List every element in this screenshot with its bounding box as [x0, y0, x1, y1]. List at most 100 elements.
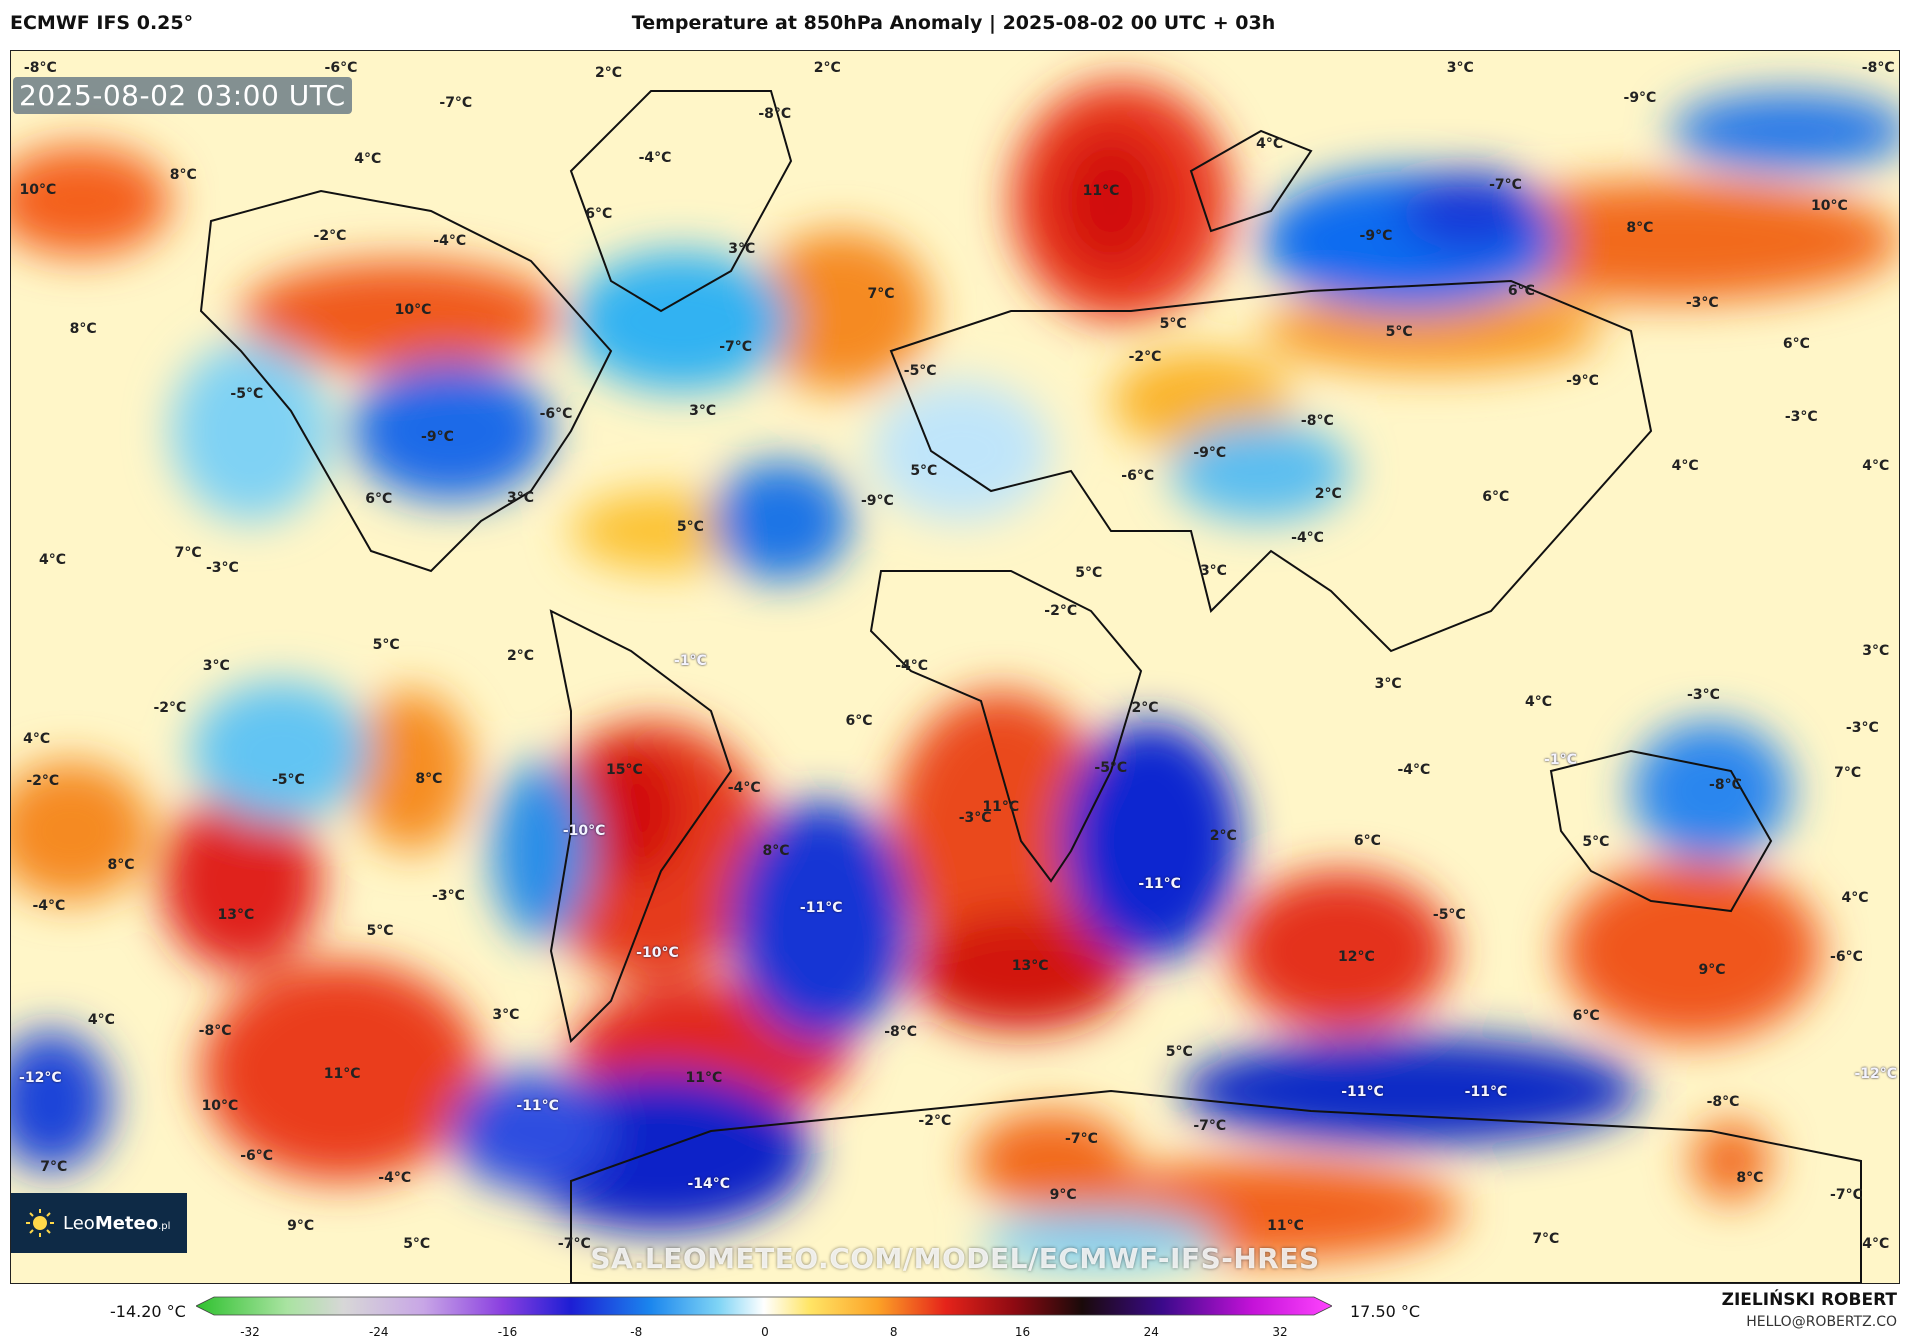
author-email[interactable]: HELLO@ROBERTZ.CO	[1746, 1314, 1897, 1330]
contour-label: -5°C	[271, 772, 305, 789]
contour-label: -4°C	[895, 657, 929, 674]
contour-label: 10°C	[394, 302, 432, 319]
contour-label: 10°C	[1810, 197, 1848, 214]
contour-label: 5°C	[1165, 1043, 1193, 1060]
contour-label: 2°C	[813, 60, 841, 77]
contour-label: 6°C	[1353, 833, 1381, 850]
contour-label: 3°C	[492, 1007, 520, 1024]
contour-label: 5°C	[403, 1236, 431, 1253]
contour-label: 6°C	[585, 206, 613, 223]
contour-label: 5°C	[1385, 324, 1413, 341]
colorbar-tick-label: -32	[240, 1325, 260, 1339]
contour-label: -3°C	[958, 809, 992, 826]
contour-label: -9°C	[860, 493, 894, 510]
contour-label: 4°C	[87, 1012, 115, 1029]
contour-label: -9°C	[1193, 444, 1227, 461]
contour-label: 4°C	[1524, 694, 1553, 711]
contour-label: -2°C	[313, 228, 347, 245]
contour-label: 6°C	[1782, 336, 1810, 353]
contour-label: 5°C	[1075, 565, 1103, 582]
contour-label: 2°C	[1314, 486, 1342, 503]
contour-label: -3°C	[1845, 719, 1879, 736]
logo-text: LeoMeteo.pl	[63, 1212, 171, 1234]
contour-label: 2°C	[1209, 828, 1237, 845]
contour-label: 12°C	[1338, 948, 1375, 965]
contour-label: -3°C	[205, 560, 239, 577]
contour-label: -2°C	[153, 700, 187, 717]
contour-label: -9°C	[421, 428, 454, 445]
contour-label: -12°C	[1854, 1065, 1898, 1082]
contour-label: 4°C	[39, 551, 67, 568]
contour-label: 11°C	[982, 799, 1020, 815]
contour-label: -5°C	[1432, 907, 1466, 924]
contour-label: 6°C	[1572, 1008, 1600, 1025]
contour-label: 8°C	[69, 320, 97, 337]
contour-label: 3°C	[1374, 676, 1402, 693]
contour-label: -14°C	[687, 1176, 731, 1193]
legend-max-value: 17.50 °C	[1350, 1302, 1421, 1321]
contour-label: 11°C	[1267, 1217, 1304, 1234]
contour-label: -3°C	[1685, 295, 1719, 311]
contour-label: 9°C	[1698, 962, 1726, 979]
contour-label: 10°C	[201, 1098, 239, 1115]
contour-label: 4°C	[1862, 1236, 1890, 1253]
contour-label: -11°C	[1341, 1083, 1384, 1100]
contour-label: 10°C	[19, 181, 57, 198]
contour-label: -4°C	[378, 1170, 412, 1187]
contour-label: 7°C	[1834, 764, 1862, 781]
contour-label: -4°C	[32, 897, 66, 914]
contour-label: -10°C	[562, 823, 606, 840]
colorbar-tick-label: -8	[630, 1325, 643, 1339]
contour-label: -7°C	[557, 1236, 591, 1253]
contour-label: -9°C	[1359, 228, 1393, 245]
contour-label: 8°C	[107, 857, 135, 874]
watermark-url: SA.LEOMETEO.COM/MODEL/ECMWF-IFS-HRES	[590, 1242, 1320, 1275]
colorbar-tick-label: -24	[368, 1325, 389, 1339]
contour-label: 8°C	[762, 842, 790, 859]
contour-label: 6°C	[1507, 282, 1535, 299]
colorbar	[196, 1296, 1332, 1316]
contour-label: -9°C	[1623, 90, 1657, 107]
contour-label: -4°C	[1397, 762, 1431, 779]
contour-label: 3°C	[1446, 60, 1474, 77]
contour-label: 4°C	[1841, 890, 1869, 907]
contour-label: -7°C	[1065, 1131, 1098, 1148]
contour-label: -7°C	[1830, 1187, 1863, 1204]
contour-label: -6°C	[1121, 467, 1155, 484]
colorbar-tick-label: 32	[1272, 1325, 1288, 1339]
colorbar-tick-label: 0	[761, 1325, 769, 1339]
contour-label: -6°C	[539, 405, 573, 422]
contour-label: 4°C	[354, 151, 382, 168]
contour-label: 3°C	[1199, 562, 1227, 579]
contour-label: 3°C	[202, 657, 230, 674]
contour-label: -7°C	[439, 95, 473, 112]
contour-label: 13°C	[217, 907, 255, 924]
contour-label: -1°C	[674, 652, 707, 669]
legend: -14.20 °C	[0, 1282, 1907, 1339]
contour-label: 2°C	[507, 648, 535, 665]
contour-label: -5°C	[230, 386, 264, 403]
leometeo-logo[interactable]: LeoMeteo.pl	[11, 1193, 187, 1253]
contour-label: 11°C	[685, 1070, 723, 1087]
contour-label: -8°C	[758, 106, 792, 123]
anomaly-map[interactable]: -8°C -6°C 2°C 2°C 3°C -8°C -7°C -8°C -9°C -4°C 4°C…	[10, 50, 1900, 1284]
colorbar-tick-label: 24	[1143, 1325, 1159, 1339]
contour-label: 6°C	[845, 712, 873, 729]
valid-time-badge: 2025-08-02 03:00 UTC	[13, 77, 352, 114]
contour-label: -4°C	[1291, 529, 1324, 546]
contour-label: -4°C	[433, 232, 467, 249]
contour-label: -8°C	[884, 1024, 918, 1041]
contour-label: -6°C	[324, 60, 358, 77]
contour-label: 2°C	[1131, 700, 1159, 717]
contour-label: 4°C	[1256, 135, 1284, 152]
contour-label: -8°C	[1706, 1093, 1740, 1110]
contour-label: 8°C	[1736, 1170, 1764, 1187]
colorbar-tick-label: -16	[497, 1325, 518, 1339]
contour-label: -2°C	[1128, 348, 1162, 365]
contour-label: -11°C	[799, 900, 843, 917]
contour-label: -3°C	[1687, 687, 1720, 703]
contour-label: 3°C	[1862, 643, 1890, 660]
contour-label: -6°C	[240, 1148, 274, 1165]
contour-label: -7°C	[719, 338, 753, 355]
contour-label: 9°C	[1049, 1187, 1077, 1204]
